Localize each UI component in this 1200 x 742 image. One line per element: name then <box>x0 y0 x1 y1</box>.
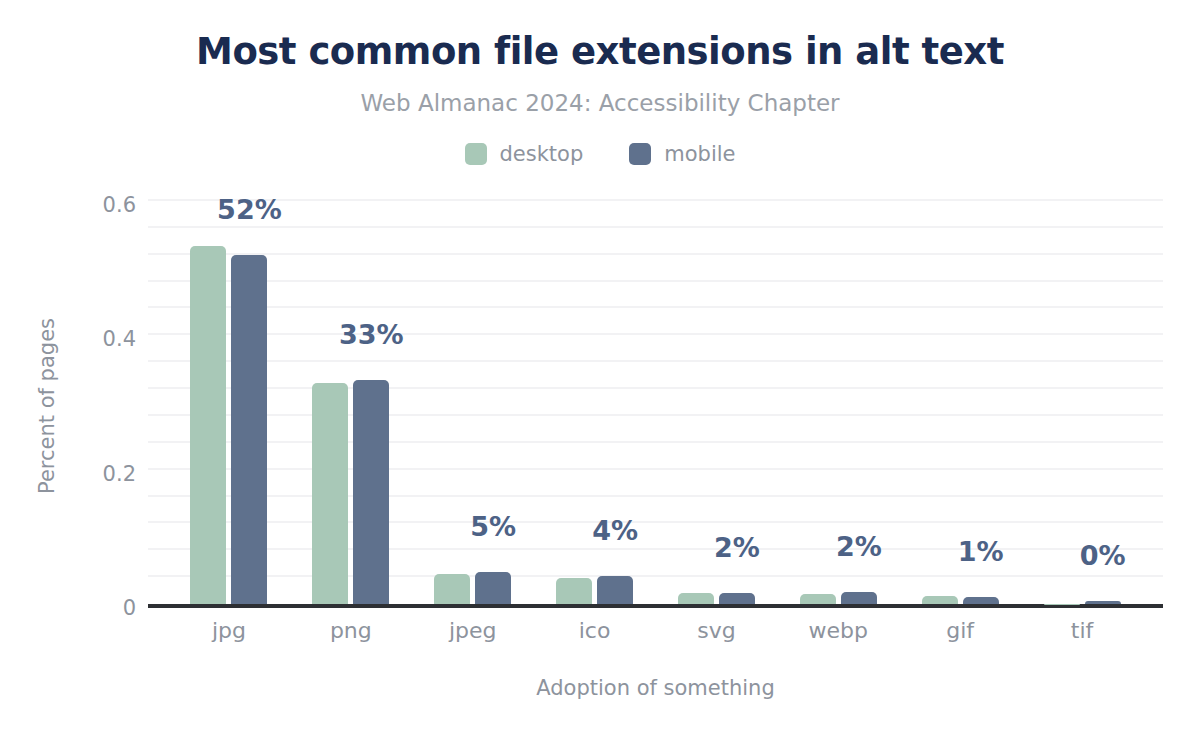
chart-title: Most common file extensions in alt text <box>0 30 1200 73</box>
bar-desktop-svg[interactable] <box>678 593 714 604</box>
bar-mobile-tif[interactable]: 0% <box>1085 601 1121 604</box>
bar-value-label: 4% <box>592 517 638 544</box>
plot-area: 52%jpg33%png5%jpeg4%ico2%svg2%webp1%gif0… <box>148 205 1163 608</box>
bar-value-label: 2% <box>836 533 882 560</box>
bar-mobile-png[interactable]: 33% <box>353 380 389 604</box>
bar-mobile-jpg[interactable]: 52% <box>231 255 267 604</box>
bar-value-label: 52% <box>217 196 282 223</box>
legend-item-desktop[interactable]: desktop <box>465 142 584 166</box>
bar-desktop-webp[interactable] <box>800 594 836 604</box>
legend-label-mobile: mobile <box>664 142 735 166</box>
bar-desktop-png[interactable] <box>312 383 348 604</box>
bar-group-png: 33%png <box>290 205 412 604</box>
gridline <box>148 199 1163 201</box>
bar-mobile-jpeg[interactable]: 5% <box>475 572 511 604</box>
y-tick-label: 0.2 <box>103 463 136 484</box>
y-tick-label: 0.6 <box>103 195 136 216</box>
bar-group-svg: 2%svg <box>656 205 778 604</box>
bar-value-label: 33% <box>339 321 404 348</box>
bar-desktop-jpg[interactable] <box>190 246 226 604</box>
x-tick-label: webp <box>777 620 899 642</box>
bar-mobile-gif[interactable]: 1% <box>963 597 999 604</box>
x-axis-title: Adoption of something <box>148 676 1163 700</box>
y-tick-label: 0.4 <box>103 329 136 350</box>
legend-swatch-mobile-icon <box>629 143 651 165</box>
bar-group-jpeg: 5%jpeg <box>412 205 534 604</box>
x-tick-label: gif <box>899 620 1021 642</box>
bars-row: 52%jpg33%png5%jpeg4%ico2%svg2%webp1%gif0… <box>168 205 1143 604</box>
bar-desktop-jpeg[interactable] <box>434 574 470 604</box>
x-tick-label: jpeg <box>412 620 534 642</box>
y-tick-label: 0 <box>123 598 136 619</box>
chart: Most common file extensions in alt text … <box>0 0 1200 742</box>
bar-mobile-svg[interactable]: 2% <box>719 593 755 604</box>
x-tick-label: tif <box>1021 620 1143 642</box>
bar-desktop-ico[interactable] <box>556 578 592 604</box>
x-tick-label: jpg <box>168 620 290 642</box>
bar-group-tif: 0%tif <box>1021 205 1143 604</box>
x-tick-label: png <box>290 620 412 642</box>
bar-mobile-webp[interactable]: 2% <box>841 592 877 604</box>
bar-value-label: 5% <box>470 513 516 540</box>
bar-mobile-ico[interactable]: 4% <box>597 576 633 604</box>
bar-group-ico: 4%ico <box>534 205 656 604</box>
bar-value-label: 2% <box>714 534 760 561</box>
bar-value-label: 1% <box>958 538 1004 565</box>
chart-legend: desktop mobile <box>0 142 1200 166</box>
y-axis-ticks: 00.20.40.6 <box>0 205 136 608</box>
bar-group-gif: 1%gif <box>899 205 1021 604</box>
chart-subtitle: Web Almanac 2024: Accessibility Chapter <box>0 90 1200 116</box>
bar-group-webp: 2%webp <box>777 205 899 604</box>
x-tick-label: ico <box>534 620 656 642</box>
bar-group-jpg: 52%jpg <box>168 205 290 604</box>
bar-desktop-gif[interactable] <box>922 596 958 604</box>
legend-swatch-desktop-icon <box>465 143 487 165</box>
legend-item-mobile[interactable]: mobile <box>629 142 735 166</box>
legend-label-desktop: desktop <box>500 142 584 166</box>
bar-value-label: 0% <box>1080 542 1126 569</box>
x-tick-label: svg <box>656 620 778 642</box>
